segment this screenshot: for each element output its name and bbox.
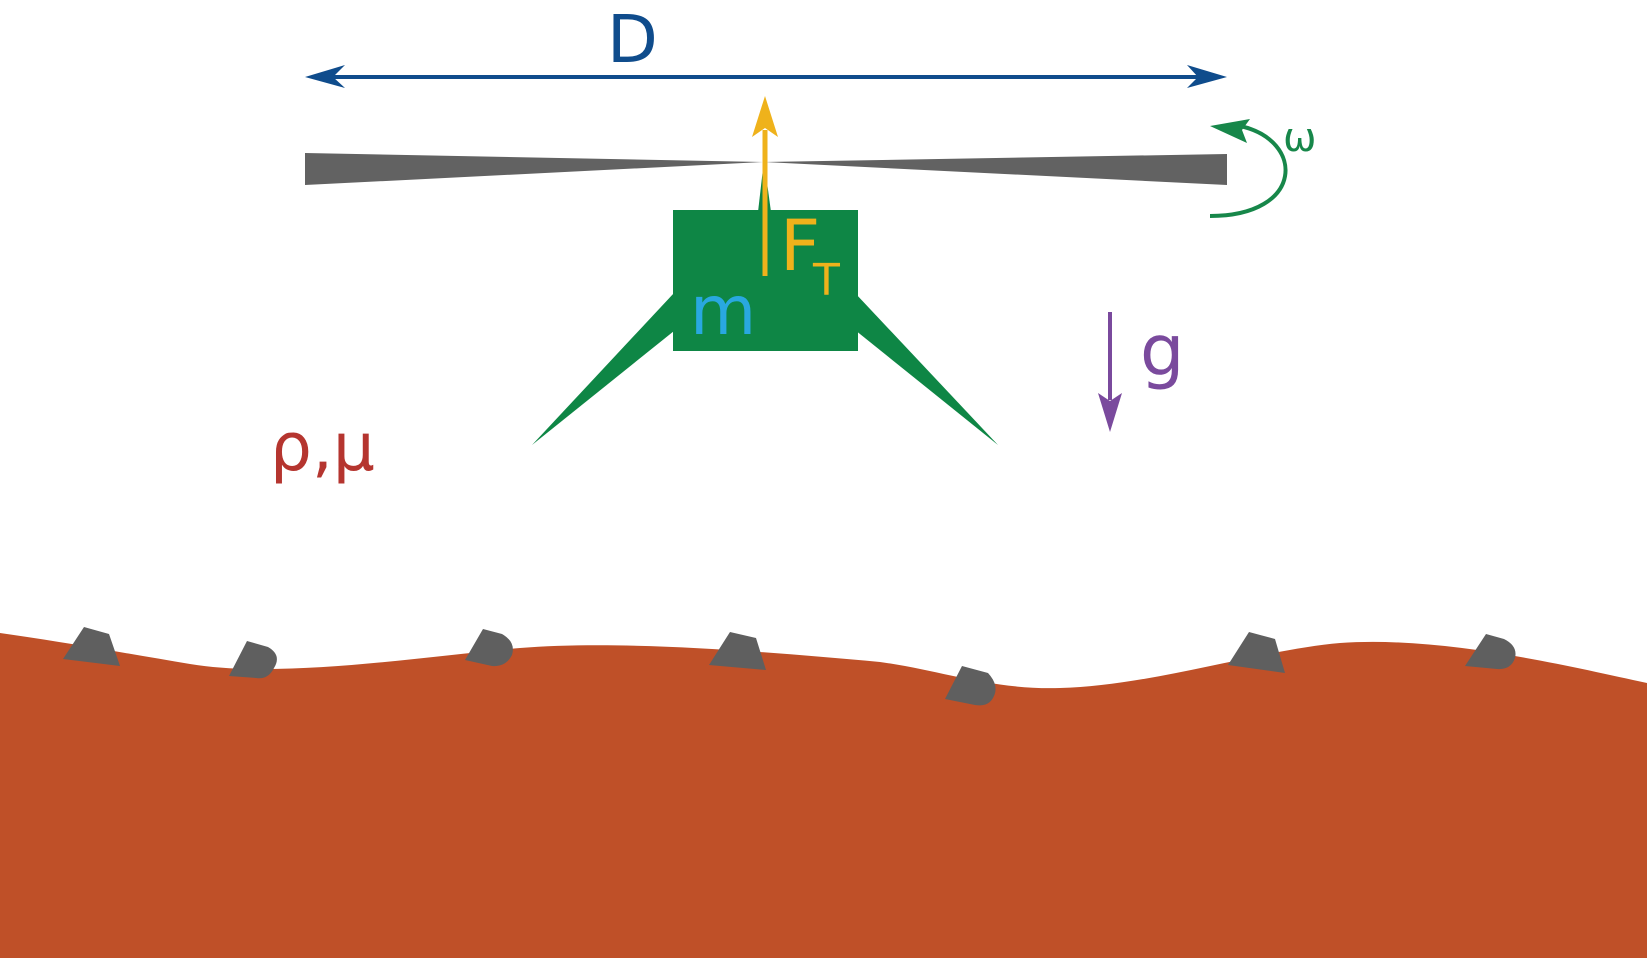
rotor-blade-right: [764, 154, 1227, 185]
rotation-arrow: [1209, 119, 1288, 218]
rock-2: [229, 641, 277, 679]
rocks: [63, 627, 1516, 706]
omega-label: ω: [1283, 115, 1317, 161]
mass-label: m: [690, 272, 756, 351]
rock-7: [1465, 634, 1516, 670]
fluid-properties-label: ρ,μ: [270, 409, 375, 486]
rock-5: [945, 666, 996, 706]
gravity-label: g: [1140, 310, 1184, 392]
rock-1: [63, 627, 120, 666]
rotor-blade-left: [305, 153, 764, 185]
thrust-label: F: [780, 205, 820, 287]
left-leg: [532, 293, 674, 445]
thrust-subscript: T: [812, 255, 840, 306]
rock-3: [465, 629, 513, 667]
thrust-arrow: [752, 96, 778, 276]
gravity-arrow: [1098, 312, 1122, 432]
rock-6: [1228, 632, 1285, 673]
right-leg: [855, 293, 998, 445]
ground: [0, 633, 1647, 958]
diameter-label: D: [607, 1, 658, 78]
diameter-arrow: [305, 65, 1227, 88]
rock-4: [709, 632, 766, 670]
